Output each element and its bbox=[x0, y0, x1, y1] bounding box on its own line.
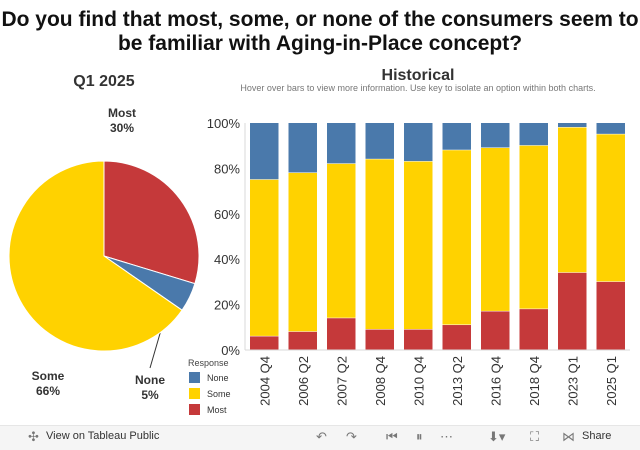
pie-title: Q1 2025 bbox=[73, 73, 134, 90]
bar-segment-none[interactable] bbox=[250, 123, 279, 180]
undo-icon[interactable]: ↶ bbox=[316, 429, 327, 444]
fullscreen-icon[interactable]: ⛶ bbox=[530, 429, 540, 444]
download-icon[interactable]: ⬇▾ bbox=[488, 429, 506, 444]
bar-chart: 0% 20% 40% 60% 80% 100% 2004 Q4 2006 Q2 2007 Q2 2… bbox=[207, 116, 630, 406]
bar-segment-most[interactable] bbox=[250, 336, 279, 350]
legend-swatch-none[interactable] bbox=[189, 372, 200, 383]
pie-label-value: 30% bbox=[110, 121, 134, 135]
more-icon[interactable]: ⋯ bbox=[440, 429, 453, 444]
dashboard-title: Do you find that most, some, or none of … bbox=[1, 8, 639, 55]
pie-label-name: Some bbox=[32, 369, 65, 383]
bar-segment-most[interactable] bbox=[288, 331, 317, 350]
x-tick-label: 2025 Q1 bbox=[604, 356, 619, 406]
bar-segment-most[interactable] bbox=[558, 272, 587, 350]
x-tick-label: 2006 Q2 bbox=[296, 356, 311, 406]
y-tick-label: 40% bbox=[214, 252, 240, 267]
bar-chart-title: Historical bbox=[382, 67, 455, 84]
pie-label-name: Most bbox=[108, 106, 136, 120]
bar-segment-some[interactable] bbox=[558, 127, 587, 273]
bar-segment-some[interactable] bbox=[596, 134, 625, 282]
x-tick-label: 2007 Q2 bbox=[334, 356, 349, 406]
bar-segment-most[interactable] bbox=[365, 329, 394, 350]
y-tick-label: 100% bbox=[207, 116, 241, 131]
bar-segment-some[interactable] bbox=[250, 179, 279, 336]
y-tick-label: 80% bbox=[214, 161, 240, 176]
tableau-logo-icon: ✣ bbox=[28, 429, 39, 444]
bar-segment-some[interactable] bbox=[519, 145, 548, 309]
pie-label-value: 66% bbox=[36, 384, 60, 398]
bar-segment-none[interactable] bbox=[442, 123, 471, 150]
bar-segment-some[interactable] bbox=[288, 172, 317, 332]
redo-icon[interactable]: ↷ bbox=[346, 429, 357, 444]
bar-segment-none[interactable] bbox=[596, 123, 625, 134]
bar-segment-none[interactable] bbox=[288, 123, 317, 173]
pie-slice-some[interactable] bbox=[8, 160, 183, 352]
pie-label-name: None bbox=[135, 373, 165, 387]
bar-segment-most[interactable] bbox=[519, 309, 548, 350]
bar-segment-some[interactable] bbox=[365, 159, 394, 330]
legend: Response None Some Most bbox=[188, 358, 231, 415]
x-tick-label: 2018 Q4 bbox=[527, 356, 542, 406]
legend-label-none[interactable]: None bbox=[207, 373, 229, 383]
x-tick-label: 2016 Q4 bbox=[488, 356, 503, 406]
x-tick-label: 2010 Q4 bbox=[411, 356, 426, 406]
bar-segment-most[interactable] bbox=[442, 325, 471, 350]
x-tick-label: 2013 Q2 bbox=[450, 356, 465, 406]
legend-title: Response bbox=[188, 358, 229, 368]
revert-icon[interactable]: ⏮ bbox=[386, 429, 398, 444]
y-tick-label: 60% bbox=[214, 207, 240, 222]
y-tick-label: 20% bbox=[214, 298, 240, 313]
bar-segment-some[interactable] bbox=[481, 147, 510, 311]
bar-segment-most[interactable] bbox=[327, 318, 356, 350]
x-tick-label: 2004 Q4 bbox=[257, 356, 272, 406]
bar-segment-most[interactable] bbox=[481, 311, 510, 350]
bar-segment-none[interactable] bbox=[327, 123, 356, 164]
bar-chart-subtitle: Hover over bars to view more information… bbox=[240, 83, 596, 93]
legend-swatch-some[interactable] bbox=[189, 388, 200, 399]
bar-segment-none[interactable] bbox=[365, 123, 394, 159]
legend-swatch-most[interactable] bbox=[189, 404, 200, 415]
tableau-toolbar: ✣ View on Tableau Public ↶ ↷ ⏮ ⏸ ⋯ ⬇▾ ⛶ … bbox=[0, 425, 640, 450]
bar-segment-some[interactable] bbox=[404, 161, 433, 330]
legend-label-some[interactable]: Some bbox=[207, 389, 231, 399]
y-tick-label: 0% bbox=[221, 343, 240, 358]
bar-segment-none[interactable] bbox=[558, 123, 587, 128]
bar-segment-some[interactable] bbox=[327, 163, 356, 318]
bar-segment-most[interactable] bbox=[404, 329, 433, 350]
pie-slice-most[interactable] bbox=[103, 160, 200, 285]
x-tick-label: 2008 Q4 bbox=[373, 356, 388, 406]
pie-label-value: 5% bbox=[141, 388, 159, 402]
view-on-tableau-link[interactable]: View on Tableau Public bbox=[46, 430, 160, 442]
share-icon[interactable]: ⋈ bbox=[562, 429, 575, 444]
pause-icon[interactable]: ⏸ bbox=[416, 429, 423, 444]
bar-segment-none[interactable] bbox=[481, 123, 510, 148]
bar-segment-none[interactable] bbox=[519, 123, 548, 146]
x-tick-label: 2023 Q1 bbox=[565, 356, 580, 406]
legend-label-most[interactable]: Most bbox=[207, 405, 227, 415]
bar-segment-none[interactable] bbox=[404, 123, 433, 162]
bar-segment-most[interactable] bbox=[596, 281, 625, 350]
bar-segment-some[interactable] bbox=[442, 150, 471, 325]
share-button[interactable]: Share bbox=[582, 430, 612, 442]
